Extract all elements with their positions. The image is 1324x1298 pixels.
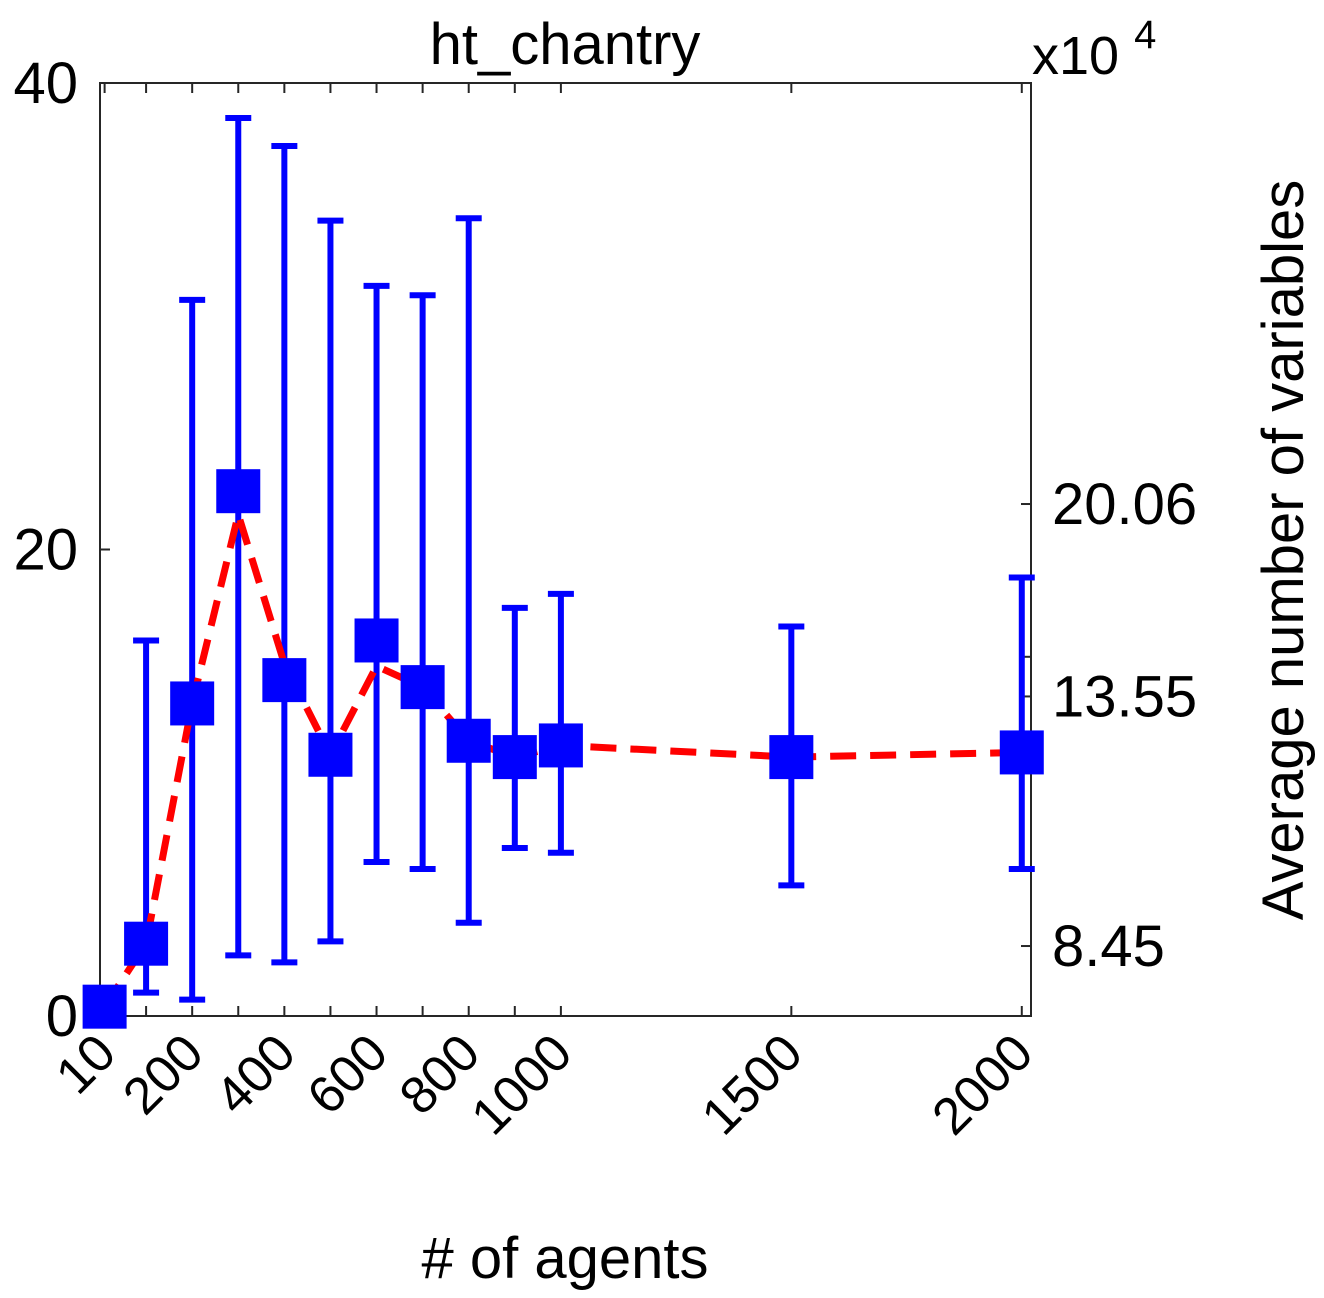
error-bar — [225, 114, 252, 959]
x-axis-ticks — [103, 83, 1023, 1016]
y-tick-label: 40 — [13, 51, 78, 116]
right-tick-label: 13.55 — [1052, 664, 1197, 729]
data-marker — [308, 732, 353, 777]
x-tick-label: 2000 — [921, 1023, 1044, 1146]
right-axis-exponent-power: 4 — [1134, 13, 1156, 57]
y-axis-tick-labels: 0 20 40 — [13, 51, 78, 1049]
error-bar — [317, 217, 344, 945]
right-axis-exponent: x10 4 — [1032, 13, 1156, 86]
error-bar — [409, 292, 436, 873]
data-marker — [216, 469, 261, 514]
error-bar — [1008, 574, 1035, 873]
right-axis-exponent-base: x10 — [1032, 26, 1119, 86]
y-tick-label: 20 — [13, 518, 78, 583]
x-tick-label: 400 — [204, 1023, 306, 1125]
data-marker — [170, 681, 215, 726]
error-bar — [455, 215, 482, 926]
error-bar — [501, 604, 528, 852]
x-tick-label: 600 — [297, 1023, 399, 1125]
data-marker — [82, 984, 127, 1029]
data-marker — [124, 921, 169, 966]
y-tick-label: 0 — [46, 984, 78, 1049]
error-bar — [179, 296, 206, 1003]
right-axis-label: Average number of variables — [1251, 180, 1316, 920]
data-marker — [446, 718, 491, 763]
error-bar — [547, 590, 574, 856]
data-markers — [82, 469, 1044, 1029]
y-axis-ticks — [100, 82, 110, 1017]
error-bar — [271, 142, 298, 966]
error-bars — [133, 114, 1035, 1003]
x-tick-label: 200 — [112, 1023, 214, 1125]
right-tick-label: 20.06 — [1052, 472, 1197, 537]
x-tick-label: 1000 — [461, 1023, 584, 1146]
x-axis-label: # of agents — [422, 1226, 709, 1291]
data-marker — [769, 735, 814, 780]
data-marker — [262, 658, 307, 703]
data-marker — [538, 723, 583, 768]
x-tick-label: 1500 — [691, 1023, 814, 1146]
error-bar — [363, 282, 390, 866]
right-axis-tick-labels: 8.45 13.55 20.06 — [1052, 472, 1197, 979]
data-marker — [354, 618, 399, 663]
data-marker — [999, 730, 1044, 775]
chart-title: ht_chantry — [430, 12, 701, 77]
data-marker — [492, 735, 537, 780]
right-tick-label: 8.45 — [1052, 914, 1165, 979]
data-marker — [400, 665, 445, 710]
